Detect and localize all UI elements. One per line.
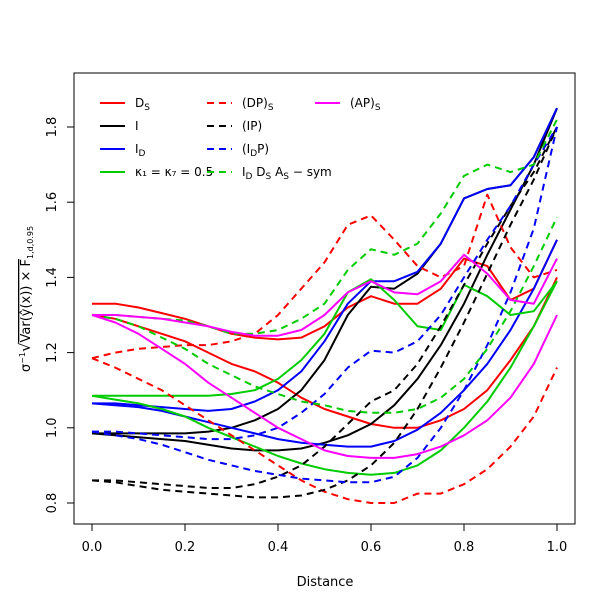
legend-label: ID xyxy=(135,142,146,159)
x-tick-label: 0.8 xyxy=(454,540,475,555)
series-line-0-1 xyxy=(91,276,558,429)
y-tick-label: 0.8 xyxy=(45,493,60,514)
y-tick-label: 1.0 xyxy=(45,417,60,438)
x-tick-label: 0.0 xyxy=(82,540,103,555)
series-line-1-0 xyxy=(92,107,558,435)
legend: DS I ID κ₁ = κ₇ = 0.5 (DP)S (IP) (IDP) ID DS AS… xyxy=(100,96,381,182)
series-line-2-0 xyxy=(92,107,558,412)
series-curves xyxy=(91,107,558,504)
svg-text:σ−1√Var(ŷ(x)) × F1,d,0.95: σ−1√Var(ŷ(x)) × F1,d,0.95 xyxy=(16,226,35,372)
x-axis-title: Distance xyxy=(297,575,354,590)
series-line-7-1 xyxy=(91,216,558,414)
legend-label: DS xyxy=(135,96,150,113)
legend-label: ID DS AS − sym xyxy=(242,165,332,182)
x-tick-label: 0.2 xyxy=(175,540,196,555)
y-tick-label: 1.2 xyxy=(45,342,60,363)
x-tick-label: 0.4 xyxy=(268,540,289,555)
y-tick-label: 1.8 xyxy=(45,117,60,138)
series-line-2-1 xyxy=(91,239,558,448)
y-axis: 0.8 1.0 1.2 1.4 1.6 1.8 xyxy=(45,117,75,514)
series-line-0-0 xyxy=(92,239,558,341)
series-line-8-0 xyxy=(92,253,558,337)
series-line-4-0 xyxy=(91,193,558,360)
y-axis-title: σ−1√Var(ŷ(x)) × F1,d,0.95 xyxy=(16,226,35,372)
series-line-5-1 xyxy=(91,126,558,499)
series-line-5-0 xyxy=(92,126,558,489)
x-tick-label: 0.6 xyxy=(361,540,382,555)
legend-label: κ₁ = κ₇ = 0.5 xyxy=(135,165,213,179)
legend-label: (DP)S xyxy=(242,96,274,113)
series-line-1-1 xyxy=(91,107,558,452)
legend-label: (IP) xyxy=(242,119,262,133)
x-tick-label: 1.0 xyxy=(547,540,568,555)
legend-label: (AP)S xyxy=(350,96,381,113)
series-line-6-0 xyxy=(92,126,558,441)
series-line-4-1 xyxy=(91,357,558,504)
y-tick-label: 1.4 xyxy=(45,267,60,288)
series-line-7-0 xyxy=(92,119,558,335)
legend-label: (IDP) xyxy=(242,142,269,159)
legend-label: I xyxy=(135,119,139,133)
y-tick-label: 1.6 xyxy=(45,192,60,213)
x-axis: 0.0 0.2 0.4 0.6 0.8 1.0 xyxy=(82,523,568,555)
series-line-3-1 xyxy=(91,280,558,476)
series-line-8-1 xyxy=(91,314,558,459)
